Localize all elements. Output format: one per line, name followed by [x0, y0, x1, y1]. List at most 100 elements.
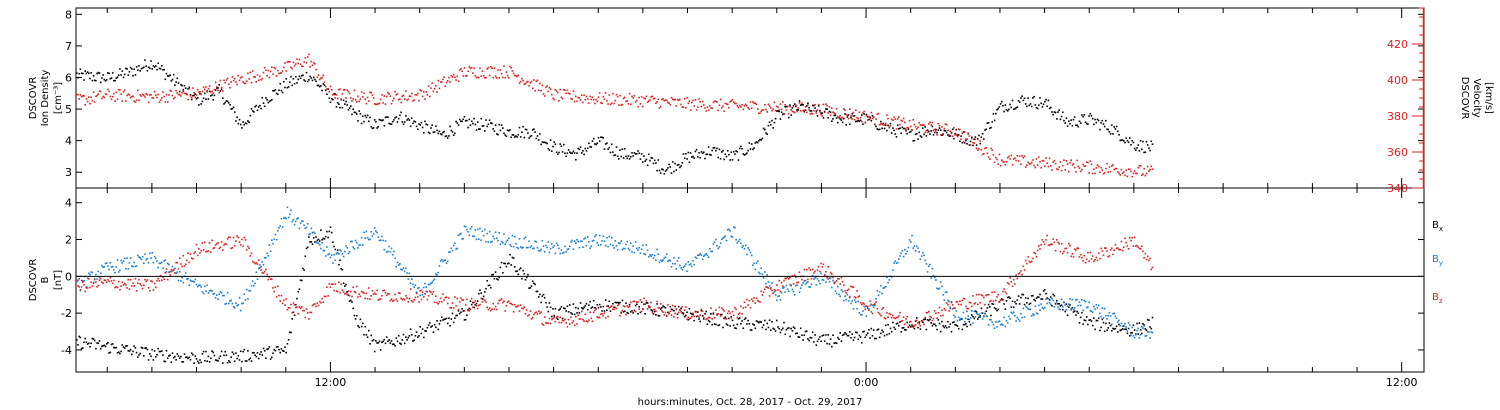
- point-bx: [955, 324, 958, 326]
- point-bx: [1033, 298, 1035, 301]
- point-velocity: [622, 97, 625, 100]
- point-velocity: [189, 95, 192, 97]
- point-bz: [1096, 259, 1099, 262]
- point-bz: [417, 296, 419, 298]
- point-bz: [917, 322, 919, 324]
- point-ion-density: [735, 150, 737, 152]
- point-ion-density: [462, 118, 465, 121]
- bottom-panel-frame: [75, 187, 1425, 373]
- point-velocity: [298, 58, 301, 61]
- point-bz: [395, 298, 398, 301]
- point-bz: [695, 310, 698, 313]
- point-ion-density: [609, 151, 612, 154]
- point-ion-density: [181, 84, 183, 87]
- point-by: [726, 229, 729, 231]
- point-by: [844, 295, 846, 297]
- point-velocity: [884, 122, 887, 125]
- point-bx: [436, 320, 438, 322]
- point-velocity: [607, 103, 609, 105]
- point-bx: [829, 338, 832, 340]
- point-by: [505, 241, 508, 243]
- point-bx: [613, 306, 615, 309]
- point-by: [735, 238, 737, 241]
- point-bz: [254, 262, 256, 265]
- point-by: [455, 248, 457, 250]
- point-by: [857, 300, 859, 303]
- point-bz: [320, 301, 322, 304]
- point-by: [277, 229, 279, 232]
- point-by: [531, 247, 534, 250]
- point-ion-density: [857, 119, 859, 122]
- point-velocity: [895, 128, 898, 130]
- point-velocity: [910, 125, 912, 128]
- point-by: [326, 246, 328, 248]
- point-bz: [679, 309, 681, 311]
- point-by: [636, 247, 638, 250]
- point-by: [90, 271, 92, 273]
- point-bz: [670, 314, 673, 316]
- point-bx: [762, 324, 765, 326]
- point-velocity: [423, 91, 425, 93]
- point-ion-density: [1036, 107, 1039, 110]
- point-bx: [140, 346, 143, 349]
- point-ion-density: [401, 121, 404, 123]
- point-ion-density: [393, 119, 395, 121]
- point-by: [230, 299, 232, 302]
- point-ion-density: [251, 110, 254, 112]
- point-velocity: [80, 95, 83, 98]
- legend-by-sub: y: [1439, 259, 1443, 267]
- point-bx: [425, 330, 427, 332]
- point-bz: [688, 318, 691, 320]
- point-velocity: [146, 94, 149, 96]
- point-bx: [1011, 300, 1014, 303]
- point-bz: [987, 293, 990, 296]
- point-ion-density: [96, 72, 98, 75]
- point-bz: [101, 281, 103, 283]
- point-bz: [1005, 292, 1008, 295]
- point-bz: [401, 298, 404, 301]
- point-by: [730, 235, 733, 238]
- point-bx: [831, 345, 833, 348]
- point-ion-density: [944, 130, 947, 132]
- point-bx: [516, 270, 518, 272]
- point-velocity: [1143, 167, 1145, 170]
- point-bz: [930, 316, 932, 319]
- point-bz: [539, 312, 541, 315]
- point-ion-density: [685, 153, 687, 155]
- point-bx: [137, 356, 139, 358]
- point-velocity: [694, 99, 697, 101]
- point-by: [98, 276, 101, 279]
- point-bx: [883, 334, 886, 337]
- point-bz: [508, 300, 510, 302]
- point-ion-density: [213, 94, 216, 97]
- point-velocity: [1124, 174, 1126, 177]
- point-ion-density: [899, 127, 901, 129]
- point-velocity: [103, 96, 106, 99]
- point-ion-density: [615, 146, 618, 148]
- point-velocity: [236, 83, 238, 86]
- point-by: [832, 279, 834, 282]
- point-ion-density: [1024, 103, 1027, 105]
- point-velocity: [478, 76, 480, 79]
- point-by: [558, 247, 560, 250]
- point-bz: [578, 318, 581, 320]
- point-velocity: [323, 81, 326, 83]
- point-bx: [761, 326, 764, 329]
- point-ion-density: [668, 163, 670, 166]
- point-by: [1121, 325, 1124, 327]
- point-velocity: [396, 93, 399, 95]
- point-ion-density: [1130, 144, 1132, 146]
- point-bx: [876, 329, 879, 331]
- point-ion-density: [939, 129, 942, 131]
- point-bz: [1044, 243, 1046, 246]
- point-bx: [442, 319, 444, 321]
- point-ion-density: [335, 106, 338, 108]
- point-ion-density: [522, 125, 524, 128]
- point-velocity: [698, 98, 700, 100]
- point-by: [829, 277, 832, 279]
- point-bx: [517, 273, 520, 276]
- point-bz: [205, 250, 207, 253]
- point-bx: [403, 342, 406, 345]
- point-velocity: [651, 95, 654, 98]
